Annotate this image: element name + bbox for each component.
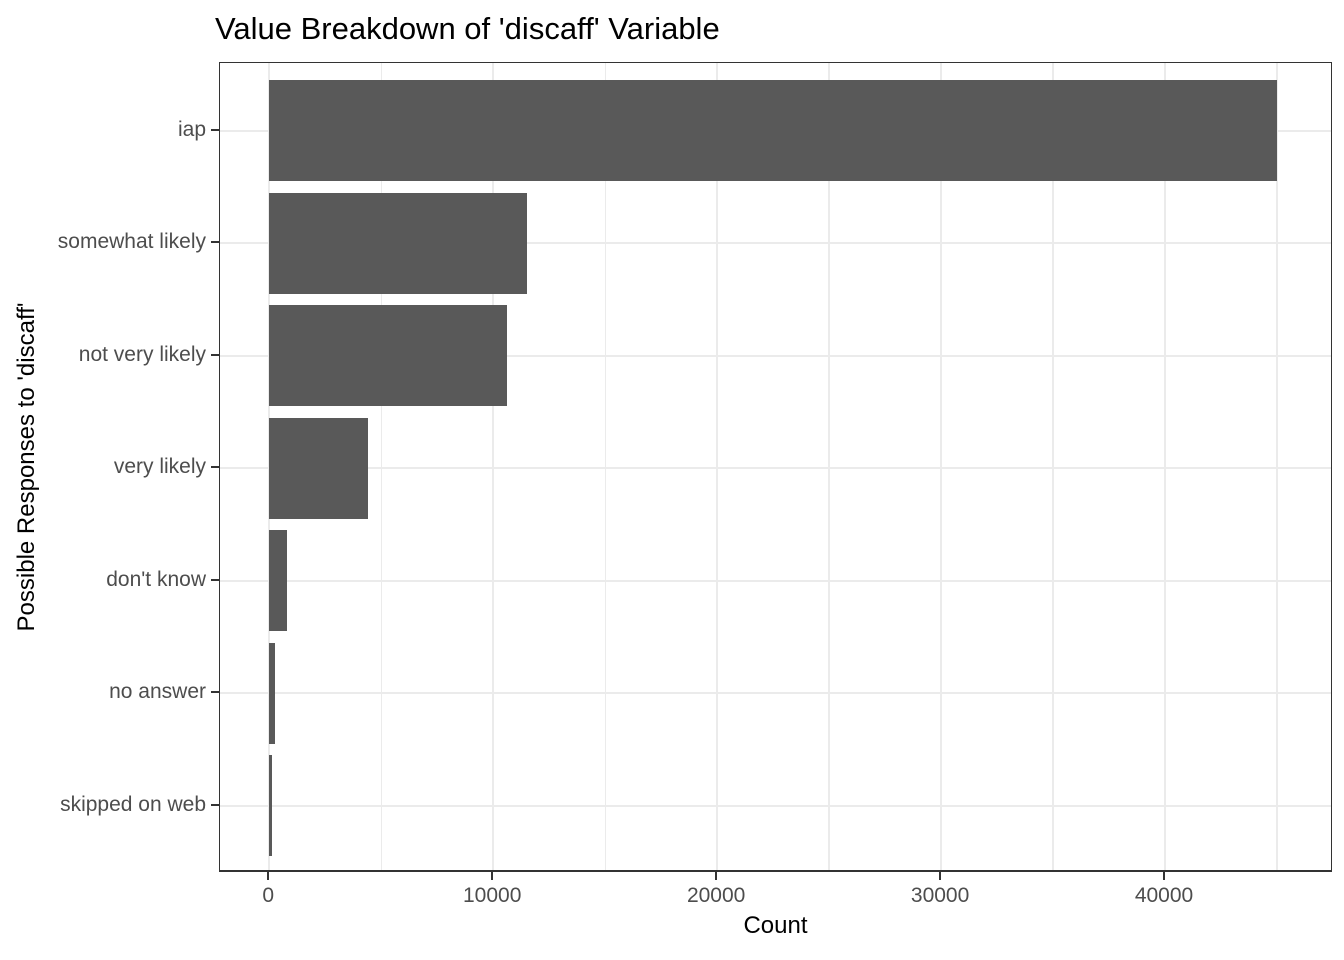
- y-tick-mark-iap: [211, 128, 219, 131]
- x-gridline-minor-25000: [828, 63, 830, 870]
- x-tick-mark-30000: [939, 872, 942, 880]
- x-gridline-major-30000: [940, 63, 943, 870]
- bar-somewhat-likely: [269, 192, 527, 294]
- x-gridline-minor-15000: [604, 63, 606, 870]
- y-tick-mark-no-answer: [211, 691, 219, 693]
- y-gridline-not-very-likely: [220, 354, 1331, 357]
- x-tick-label-40000: 40000: [1134, 884, 1194, 907]
- bar-don-t-know: [269, 530, 288, 631]
- y-tick-label-somewhat-likely: somewhat likely: [57, 230, 206, 253]
- y-tick-mark-not-very-likely: [211, 353, 219, 356]
- y-tick-label-skipped-on-web: skipped on web: [60, 792, 206, 816]
- x-gridline-major-10000: [492, 63, 495, 870]
- y-tick-label-don-t-know: don't know: [106, 567, 206, 591]
- x-gridline-minor-35000: [1052, 63, 1054, 870]
- y-tick-label-iap: iap: [177, 117, 206, 141]
- y-tick-mark-don-t-know: [211, 578, 219, 581]
- y-gridline-no-answer: [220, 692, 1331, 694]
- x-tick-label-10000: 10000: [463, 884, 522, 907]
- y-tick-label-not-very-likely: not very likely: [78, 342, 206, 366]
- y-gridline-somewhat-likely: [220, 242, 1331, 244]
- x-tick-label-30000: 30000: [910, 884, 970, 907]
- x-tick-label-0: 0: [262, 884, 275, 907]
- x-gridline-major-40000: [1164, 63, 1167, 870]
- y-gridline-very-likely: [220, 467, 1331, 469]
- y-gridline-skipped-on-web: [220, 804, 1331, 807]
- x-gridline-minor-5000: [380, 63, 382, 870]
- bar-iap: [269, 80, 1277, 181]
- x-tick-mark-40000: [1163, 872, 1166, 880]
- x-axis-title: Count: [743, 912, 808, 939]
- y-tick-mark-skipped-on-web: [211, 803, 219, 806]
- x-gridline-major-20000: [716, 63, 719, 870]
- y-gridline-don-t-know: [220, 579, 1331, 582]
- x-tick-mark-10000: [491, 872, 494, 880]
- x-tick-mark-0: [267, 872, 270, 880]
- bar-no-answer: [269, 642, 275, 744]
- y-tick-mark-very-likely: [211, 466, 219, 468]
- bar-very-likely: [269, 417, 368, 519]
- chart-title: Value Breakdown of 'discaff' Variable: [215, 11, 720, 46]
- x-tick-mark-20000: [715, 872, 718, 880]
- x-tick-label-20000: 20000: [686, 884, 746, 907]
- y-tick-label-no-answer: no answer: [109, 680, 206, 703]
- bar-skipped-on-web: [269, 755, 272, 856]
- plot-panel: [219, 62, 1332, 872]
- y-tick-label-very-likely: very likely: [113, 455, 206, 478]
- y-tick-mark-somewhat-likely: [211, 241, 219, 243]
- bar-not-very-likely: [269, 305, 507, 406]
- x-gridline-minor-45000: [1276, 63, 1278, 870]
